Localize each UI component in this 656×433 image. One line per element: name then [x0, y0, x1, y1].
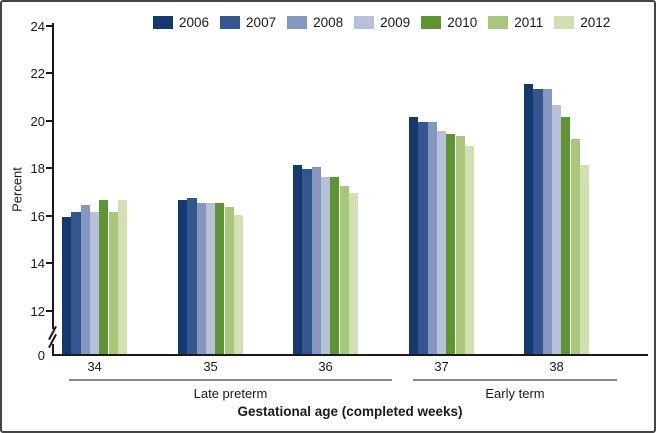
y-tick-mark: [46, 24, 54, 27]
legend-label: 2008: [313, 15, 344, 30]
bar-2010-wk36: [330, 176, 340, 354]
bar-2011-wk37: [455, 136, 465, 354]
bar-2011-wk38: [570, 138, 580, 354]
y-tick-mark: [46, 167, 54, 169]
bar-2006-wk36: [293, 164, 303, 354]
x-axis-title: Gestational age (completed weeks): [237, 404, 463, 419]
legend-label: 2010: [447, 15, 478, 30]
x-tick-label: 38: [549, 359, 564, 374]
bar-2007-wk37: [418, 121, 428, 354]
term-group-line: [413, 379, 617, 381]
legend-item-2008: 2008: [287, 16, 343, 30]
legend-swatch-icon: [287, 16, 308, 30]
legend-label: 2011: [514, 15, 544, 30]
bar-2009-wk35: [205, 202, 216, 354]
y-tick-label: 20: [30, 113, 45, 129]
y-axis-line: [52, 344, 54, 356]
bar-2012-wk36: [348, 193, 359, 354]
legend-label: 2012: [580, 15, 611, 30]
y-tick-label: 16: [30, 208, 45, 224]
bar-2010-wk34: [99, 200, 109, 354]
bar-2012-wk37: [464, 145, 475, 354]
legend-swatch-icon: [488, 16, 509, 30]
y-tick-mark: [46, 119, 54, 122]
bar-2009-wk36: [320, 176, 331, 354]
bar-2010-wk38: [561, 117, 571, 354]
legend-label: 2007: [246, 15, 277, 30]
legend-item-2006: 2006: [153, 16, 209, 30]
legend-item-2012: 2012: [554, 16, 610, 30]
bar-2012-wk35: [233, 214, 244, 354]
x-tick-label: 34: [87, 359, 102, 374]
legend-label: 2006: [179, 15, 210, 30]
bar-2009-wk37: [436, 131, 447, 354]
y-tick-label: 0: [37, 348, 45, 363]
bar-2007-wk35: [187, 197, 197, 354]
bar-2010-wk35: [215, 202, 225, 354]
bar-2008-wk38: [542, 88, 552, 354]
bar-2006-wk38: [524, 83, 534, 354]
legend-swatch-icon: [554, 16, 575, 30]
bar-2008-wk34: [80, 205, 90, 354]
bar-2007-wk36: [302, 169, 312, 354]
bar-2012-wk34: [117, 200, 128, 354]
y-tick-label: 18: [30, 161, 45, 176]
y-tick-mark: [46, 214, 54, 217]
y-axis-line: [52, 23, 54, 329]
term-group-label: Early term: [485, 386, 545, 401]
legend-swatch-icon: [354, 16, 375, 30]
y-tick-label: 14: [30, 256, 45, 271]
y-tick-label: 12: [30, 303, 45, 319]
bar-2007-wk38: [533, 88, 543, 354]
y-tick-mark: [46, 309, 54, 312]
legend-swatch-icon: [220, 16, 241, 30]
bar-2011-wk36: [339, 186, 349, 354]
x-axis-line: [52, 354, 648, 356]
x-tick-label: 36: [318, 359, 333, 374]
bar-2012-wk38: [579, 164, 590, 354]
bar-2011-wk34: [108, 212, 118, 354]
bar-2008-wk35: [196, 202, 206, 354]
bar-2008-wk36: [311, 167, 321, 354]
y-tick-label: 24: [30, 18, 45, 34]
legend-label: 2009: [380, 15, 411, 30]
bar-2010-wk37: [446, 133, 456, 354]
bar-2006-wk35: [178, 200, 188, 354]
y-tick-label: 22: [30, 66, 45, 81]
x-tick-label: 35: [203, 359, 218, 374]
bar-2008-wk37: [427, 121, 437, 354]
legend-swatch-icon: [421, 16, 442, 30]
legend-item-2010: 2010: [421, 16, 477, 30]
bar-2006-wk37: [409, 117, 419, 354]
y-tick-mark: [46, 72, 54, 74]
legend-item-2007: 2007: [220, 16, 276, 30]
legend-item-2011: 2011: [488, 16, 543, 30]
x-tick-label: 37: [434, 359, 449, 374]
bar-2011-wk35: [224, 207, 234, 354]
bar-2009-wk38: [551, 105, 562, 354]
legend-item-2009: 2009: [354, 16, 410, 30]
bar-2006-wk34: [62, 216, 72, 354]
legend: 2006 2007 2008 2009 2010 2011 2012: [153, 16, 621, 30]
term-group-line: [69, 379, 392, 381]
bar-2007-wk34: [71, 212, 81, 354]
bar-2009-wk34: [89, 212, 100, 354]
legend-swatch-icon: [153, 16, 173, 30]
term-group-label: Late preterm: [193, 386, 268, 401]
y-tick-mark: [46, 262, 54, 264]
